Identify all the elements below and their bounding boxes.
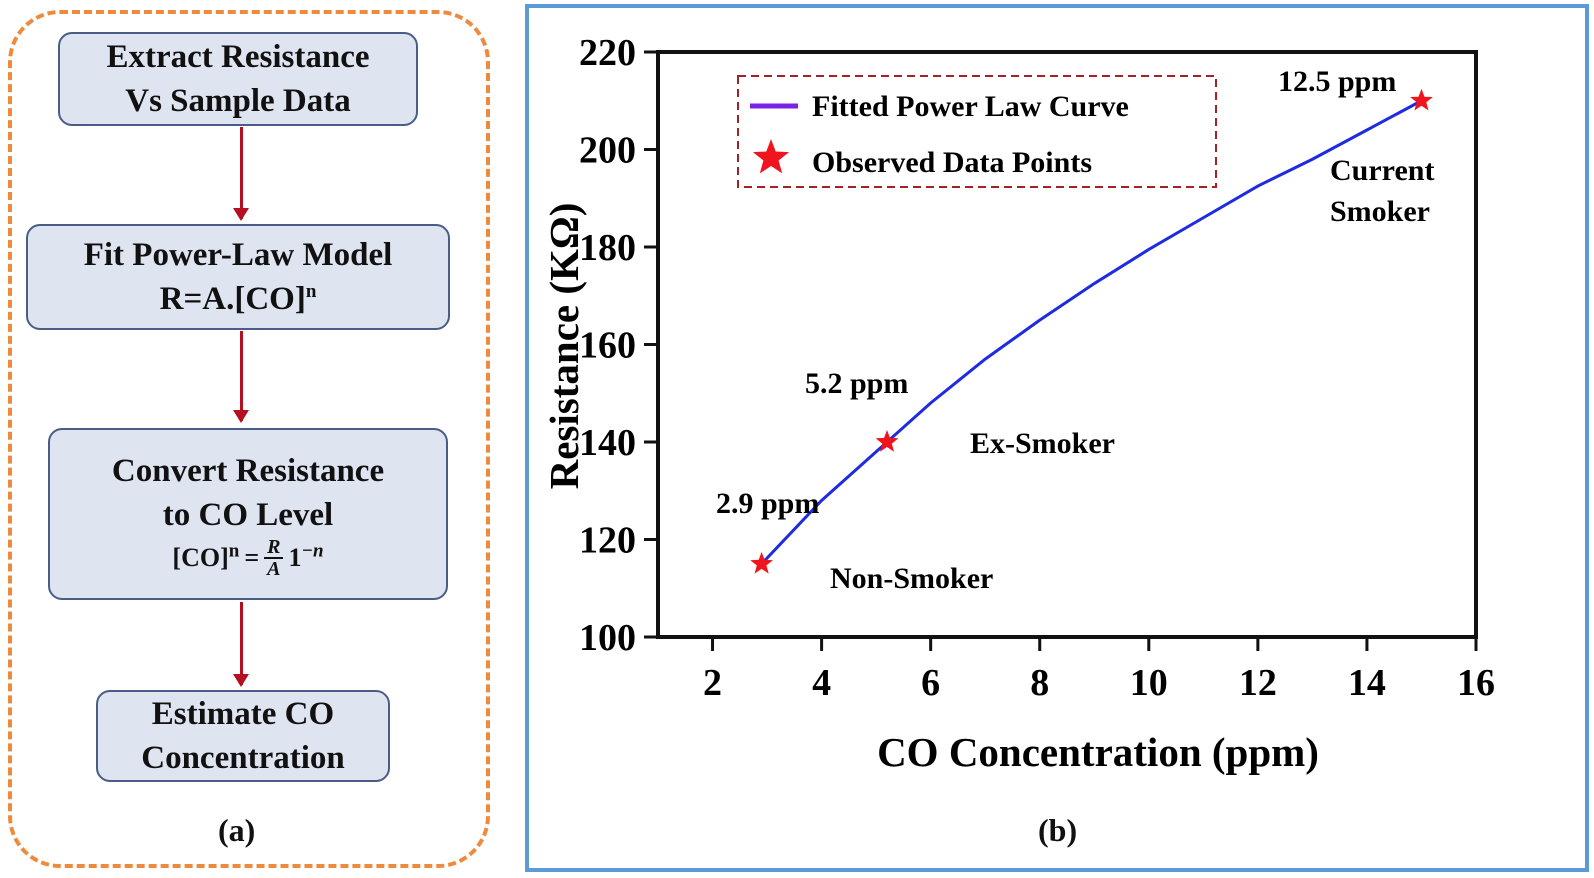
formula-fraction: R A [264, 537, 284, 580]
annotation-5-2-ppm: 5.2 ppm [805, 367, 908, 400]
data-point-star-1 [875, 430, 899, 452]
annotation-non-smoker: Non-Smoker [830, 562, 993, 595]
x-tick-label-16: 16 [1457, 662, 1495, 704]
x-tick-label-2: 2 [703, 662, 722, 704]
formula-denominator: A [267, 558, 281, 580]
step-fit-exponent: n [305, 281, 317, 302]
x-tick-label-6: 6 [921, 662, 940, 704]
step-fit-line2: R=A.[CO]n [28, 277, 448, 321]
step-estimate-line1: Estimate CO [151, 696, 335, 732]
legend-label-observed: Observed Data Points [812, 146, 1092, 179]
x-axis-label: CO Concentration (ppm) [877, 729, 1319, 775]
annotation-2-9-ppm: 2.9 ppm [716, 487, 819, 520]
panel-b-frame [525, 4, 1589, 872]
step-extract-line2: Vs Sample Data [125, 83, 351, 119]
step-fit-box: Fit Power-Law Model R=A.[CO]n [26, 224, 450, 330]
flow-arrow-2 [233, 331, 249, 423]
annotation-current: Current [1330, 154, 1434, 187]
plot-area-frame [656, 50, 1478, 639]
flow-arrow-1 [233, 127, 249, 221]
annotation-smoker: Smoker [1330, 195, 1430, 228]
legend-label-fitted: Fitted Power Law Curve [812, 90, 1129, 123]
y-tick-label-100: 100 [579, 617, 636, 659]
x-tick-label-10: 10 [1130, 662, 1168, 704]
data-point-star-0 [750, 551, 773, 574]
step-estimate-line2: Concentration [141, 740, 345, 776]
step-fit-line1: Fit Power-Law Model [83, 237, 393, 273]
axis-ticks: 2 4 6 8 10 12 14 16 100 120 140 160 180 200 220 [579, 32, 1495, 704]
x-tick-label-12: 12 [1239, 662, 1277, 704]
panel-a-label: (a) [218, 812, 256, 848]
step-extract-line1: Extract Resistance [106, 39, 370, 75]
observed-data-points [750, 88, 1433, 574]
panel-a-frame [8, 10, 490, 868]
step-estimate-box: Estimate CO Concentration [96, 690, 390, 782]
flow-arrow-3 [233, 602, 249, 687]
step-extract-box: Extract Resistance Vs Sample Data [58, 32, 418, 126]
x-tick-label-8: 8 [1030, 662, 1049, 704]
step-convert-box: Convert Resistance to CO Level [CO]n = R… [48, 428, 448, 600]
formula-power: 1−n [288, 540, 324, 572]
legend-star-swatch [752, 139, 790, 174]
step-fit-model: R=A.[CO] [159, 281, 306, 317]
formula-co: [CO]n [172, 540, 240, 572]
y-tick-label-160: 160 [579, 325, 636, 367]
legend-box [737, 75, 1217, 188]
panel-b-label: (b) [1038, 812, 1078, 848]
y-tick-label-220: 220 [579, 32, 636, 74]
annotation-ex-smoker: Ex-Smoker [970, 427, 1115, 460]
data-point-star-2 [1410, 88, 1433, 111]
formula-equals: = [244, 543, 260, 572]
x-tick-label-4: 4 [812, 662, 831, 704]
step-convert-line2: to CO Level [162, 497, 334, 533]
annotation-12-5-ppm: 12.5 ppm [1278, 65, 1396, 98]
y-tick-label-120: 120 [579, 520, 636, 562]
y-tick-label-180: 180 [579, 227, 636, 269]
x-tick-label-14: 14 [1348, 662, 1386, 704]
y-axis-label: Resistance (KΩ) [541, 203, 587, 490]
formula-numerator: R [264, 537, 284, 559]
y-tick-label-200: 200 [579, 130, 636, 172]
step-convert-line1: Convert Resistance [111, 453, 385, 489]
conversion-formula: [CO]n = R A 1−n [50, 537, 446, 579]
y-tick-label-140: 140 [579, 422, 636, 464]
